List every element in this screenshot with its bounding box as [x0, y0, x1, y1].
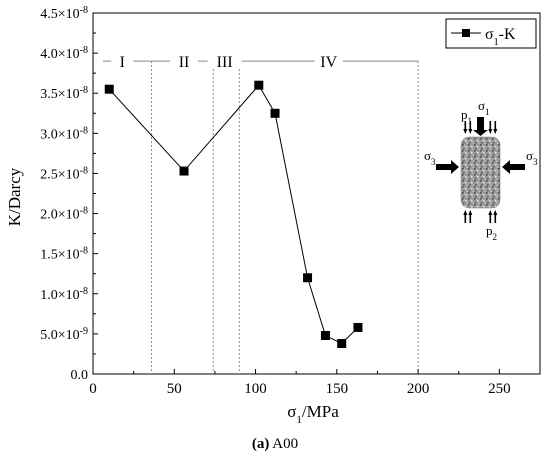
p1-label: p1: [461, 107, 472, 126]
y-tick-label: 3.0×10-8: [40, 125, 88, 143]
sigma3-left-arrow-icon: [436, 160, 459, 174]
x-axis-label: σ1/MPa: [287, 402, 339, 426]
y-tick-exponent: -8: [80, 245, 88, 256]
sigma1-label: σ1: [478, 98, 490, 117]
data-point: [337, 339, 347, 349]
y-tick-mantissa: 1.0×10: [40, 288, 79, 303]
x-tick-label: 0: [89, 381, 97, 397]
y-tick-mantissa: 2.0×10: [40, 208, 79, 223]
y-axis: 0.05.0×10-91.0×10-81.5×10-82.0×10-82.5×1…: [40, 5, 98, 383]
stage-label-bg: [170, 52, 199, 69]
caption-sample-name: A00: [269, 436, 299, 452]
y-tick-exponent: -8: [80, 85, 88, 96]
legend-marker: [462, 29, 470, 37]
data-point: [104, 84, 114, 94]
y-tick-exponent: -8: [80, 45, 88, 56]
p2-arrows-icon: [463, 210, 498, 223]
y-tick-label: 1.5×10-8: [40, 245, 88, 263]
y-tick-mantissa: 4.5×10: [40, 7, 79, 22]
rock-specimen: [460, 136, 501, 209]
sigma1-arrow-icon: [473, 117, 488, 136]
sigma3-right-label: σ3: [526, 148, 538, 167]
y-tick-label: 4.0×10-8: [40, 45, 88, 63]
y-tick-mantissa: 4.0×10: [40, 47, 79, 62]
y-axis-label: K/Darcy: [5, 167, 24, 226]
stage-label: II: [179, 54, 190, 71]
y-tick-label: 0.0: [71, 368, 89, 383]
data-point: [254, 80, 264, 90]
y-tick-exponent: -9: [80, 325, 88, 336]
chart-canvas: I II III IV 0 50 100 150 200 250 0.05.0×10-91.0×…: [5, 5, 541, 426]
y-tick-label: 1.0×10-8: [40, 285, 88, 303]
y-tick-mantissa: 5.0×10: [40, 328, 79, 343]
figure-caption: (a) A00: [0, 436, 550, 453]
x-tick-label: 200: [407, 381, 430, 397]
caption-panel-label: (a): [251, 436, 270, 452]
data-point: [270, 108, 280, 118]
x-tick-label: 250: [488, 381, 511, 397]
y-tick-mantissa: 0.0: [71, 368, 89, 383]
legend-label: σ1-K: [485, 26, 516, 48]
p2-label: p2: [486, 223, 497, 242]
y-tick-mantissa: 3.0×10: [40, 127, 79, 142]
y-tick-mantissa: 2.5×10: [40, 167, 79, 182]
stage-label: IV: [320, 54, 337, 71]
y-tick-mantissa: 1.5×10: [40, 248, 79, 263]
y-tick-exponent: -8: [80, 285, 88, 296]
y-tick-label: 5.0×10-9: [40, 325, 88, 343]
y-tick-label: 3.5×10-8: [40, 85, 88, 103]
y-tick-exponent: -8: [80, 125, 88, 136]
stage-annotations: I II III IV: [103, 52, 419, 374]
sigma3-right-arrow-icon: [502, 160, 525, 174]
p1-arrows-icon: [463, 121, 498, 134]
x-tick-label: 50: [167, 381, 182, 397]
y-tick-exponent: -8: [80, 205, 88, 216]
y-tick-label: 2.5×10-8: [40, 165, 88, 183]
x-tick-label: 100: [244, 381, 267, 397]
y-tick-mantissa: 3.5×10: [40, 87, 79, 102]
data-point: [320, 330, 330, 340]
stage-label: III: [217, 54, 233, 71]
stage-label-bg: [207, 52, 242, 69]
sigma3-left-label: σ3: [424, 148, 436, 167]
data-point: [353, 322, 363, 332]
data-series: [104, 80, 363, 349]
specimen-inset: σ1 p1 σ3 σ3 p2: [424, 98, 538, 242]
data-point: [179, 166, 189, 176]
data-point: [303, 273, 313, 283]
y-tick-exponent: -8: [80, 5, 88, 16]
legend: σ1-K: [445, 18, 537, 49]
stage-label-bg: [314, 52, 343, 69]
stage-label-bg: [111, 52, 134, 69]
y-tick-label: 4.5×10-8: [40, 5, 88, 23]
series-line: [108, 84, 359, 345]
x-tick-label: 150: [326, 381, 349, 397]
y-tick-label: 2.0×10-8: [40, 205, 88, 223]
y-tick-exponent: -8: [80, 165, 88, 176]
x-axis: 0 50 100 150 200 250: [89, 369, 511, 397]
stage-label: I: [120, 54, 125, 71]
